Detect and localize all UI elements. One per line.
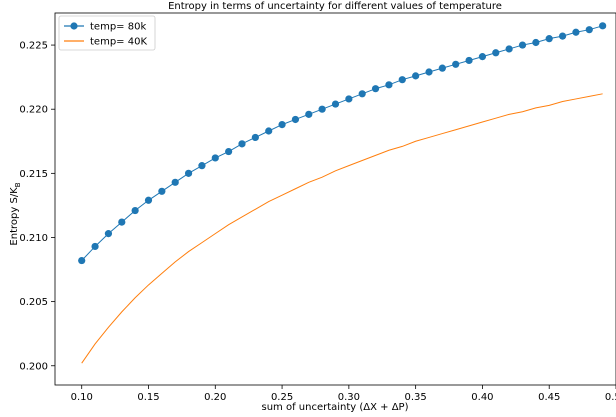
y-axis-label: Entropy S/KB	[9, 182, 22, 245]
data-point	[371, 85, 380, 93]
data-point	[358, 90, 366, 98]
data-point	[91, 242, 99, 251]
data-point	[265, 127, 273, 135]
data-point	[104, 230, 113, 238]
data-point	[545, 35, 553, 43]
data-point	[465, 56, 473, 65]
y-tick-label: 0.220	[19, 105, 48, 116]
y-axis-label-main: Entropy S/K	[9, 187, 20, 246]
x-tick-label: 0.40	[471, 392, 493, 403]
data-point	[585, 26, 593, 34]
y-axis-label-subscript: B	[14, 182, 22, 187]
data-point	[518, 41, 527, 49]
data-point	[318, 105, 326, 113]
x-tick-label: 0.30	[338, 392, 360, 403]
data-point	[171, 178, 179, 186]
data-point	[385, 81, 393, 89]
data-point	[425, 68, 433, 76]
legend-entry-label: temp= 40K	[90, 37, 147, 48]
data-point	[131, 206, 139, 215]
y-tick-label: 0.205	[19, 297, 48, 308]
data-point	[492, 49, 500, 57]
x-tick-label: 0.10	[71, 392, 93, 403]
data-point	[278, 121, 286, 129]
data-point	[478, 53, 487, 61]
series-line-1	[81, 93, 603, 364]
data-point	[118, 218, 126, 226]
x-tick-label: 0.45	[538, 392, 560, 403]
x-tick-label: 0.20	[204, 392, 226, 403]
legend-swatch-marker	[70, 22, 78, 30]
chart-title: Entropy in terms of uncertainty for diff…	[168, 1, 502, 12]
x-tick-label: 0.25	[271, 392, 293, 403]
plot-area	[78, 22, 607, 364]
data-point	[251, 133, 259, 142]
y-axis: 0.200 0.205 0.210 0.215 0.220 0.225	[19, 41, 55, 372]
x-axis-label: sum of uncertainty (ΔX + ΔP)	[261, 402, 408, 413]
x-axis: 0.10 0.15 0.20 0.25 0.30 0.35 0.40 0.45 0.50	[71, 385, 616, 403]
x-tick-label: 0.35	[405, 392, 427, 403]
y-tick-label: 0.215	[19, 169, 48, 180]
data-point	[144, 196, 153, 204]
data-point	[78, 256, 86, 265]
data-point	[572, 28, 580, 36]
y-tick-label: 0.225	[19, 41, 48, 52]
data-point	[184, 169, 193, 177]
x-tick-label: 0.50	[605, 392, 616, 403]
data-point	[532, 38, 540, 47]
data-point	[398, 76, 406, 84]
plot-frame	[54, 12, 616, 386]
data-point	[345, 95, 353, 103]
data-point	[452, 60, 460, 68]
data-point	[599, 22, 607, 30]
data-point	[198, 162, 206, 170]
data-point	[158, 187, 166, 195]
y-tick-label: 0.210	[19, 233, 48, 244]
legend-entry-label: temp= 80k	[90, 22, 146, 33]
data-point	[291, 115, 300, 124]
legend: temp= 80k temp= 40K	[58, 15, 156, 51]
y-tick-label: 0.200	[19, 361, 48, 372]
data-point	[238, 140, 246, 148]
data-point	[558, 32, 567, 40]
x-tick-label: 0.15	[137, 392, 159, 403]
series-line-0	[81, 25, 603, 261]
data-point	[438, 64, 446, 72]
data-point	[305, 110, 313, 118]
data-point	[225, 147, 233, 156]
data-point	[505, 45, 513, 53]
data-point	[211, 154, 219, 162]
data-point	[412, 72, 420, 80]
data-point	[331, 100, 340, 108]
